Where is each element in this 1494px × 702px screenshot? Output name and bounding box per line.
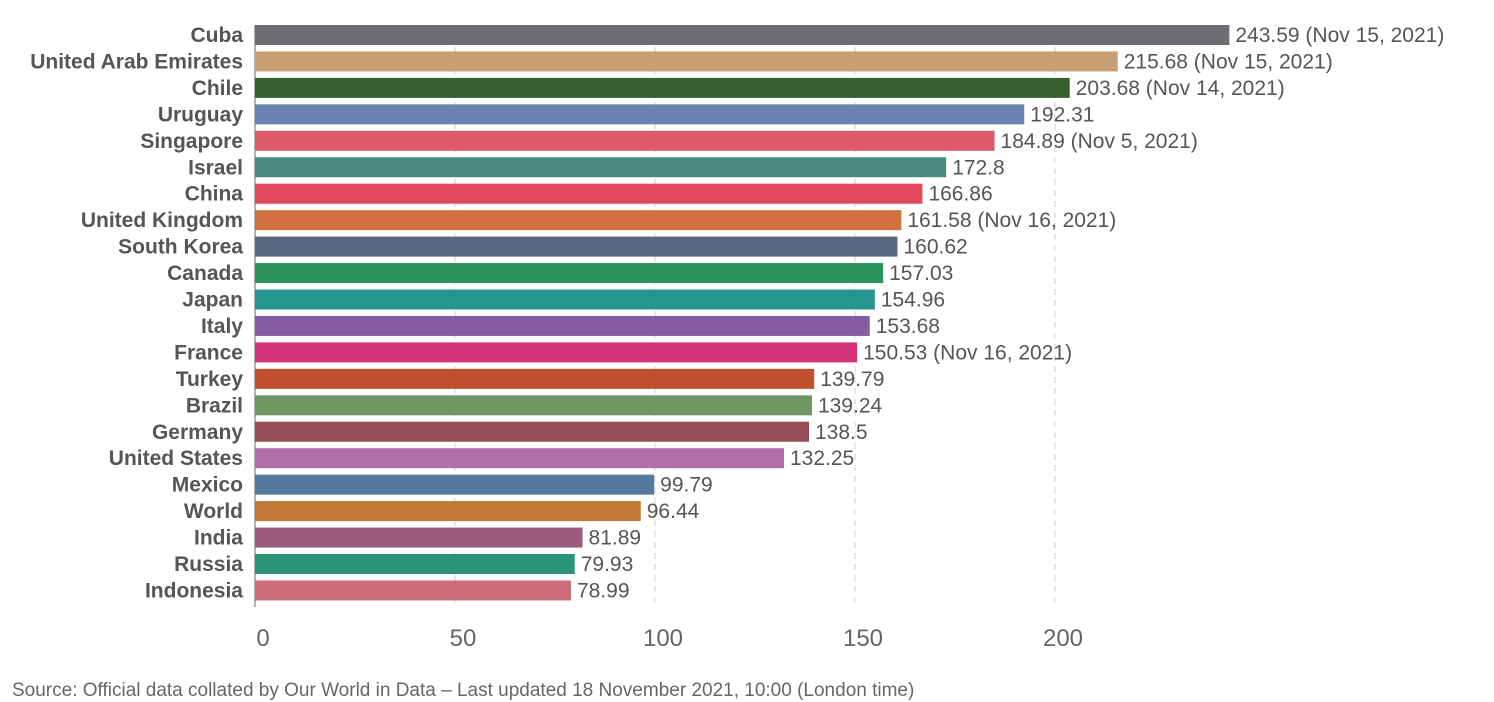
value-label: 79.93 bbox=[581, 553, 634, 576]
bars bbox=[255, 25, 1230, 601]
value-label: 96.44 bbox=[647, 500, 700, 523]
bar bbox=[255, 183, 923, 204]
category-label: United States bbox=[109, 447, 243, 470]
category-label: Italy bbox=[201, 315, 243, 338]
bar bbox=[255, 263, 884, 284]
bar bbox=[255, 104, 1025, 125]
category-label: Uruguay bbox=[158, 103, 244, 126]
bar bbox=[255, 527, 583, 548]
category-labels: Cuba United Arab Emirates Chile Uruguay Sing… bbox=[30, 24, 243, 602]
category-label: Mexico bbox=[172, 474, 243, 497]
category-label: Chile bbox=[192, 77, 243, 100]
value-label: 157.03 bbox=[889, 262, 953, 285]
value-label: 99.79 bbox=[660, 474, 713, 497]
value-label: 184.89 (Nov 5, 2021) bbox=[1001, 130, 1198, 153]
value-label: 192.31 bbox=[1030, 103, 1094, 126]
x-tick-label: 150 bbox=[843, 625, 883, 652]
bar bbox=[255, 395, 812, 416]
bar bbox=[255, 51, 1118, 72]
bar bbox=[255, 77, 1070, 98]
bar bbox=[255, 421, 809, 442]
bar bbox=[255, 315, 870, 336]
bar bbox=[255, 289, 875, 310]
value-label: 153.68 bbox=[876, 315, 940, 338]
category-label: United Arab Emirates bbox=[30, 50, 243, 73]
bar bbox=[255, 554, 575, 574]
category-label: Israel bbox=[188, 156, 243, 179]
value-label: 138.5 bbox=[815, 421, 868, 444]
value-label: 139.24 bbox=[818, 394, 883, 417]
source-note: Source: Official data collated by Our Wo… bbox=[12, 680, 915, 701]
value-labels: 243.59 (Nov 15, 2021) 215.68 (Nov 15, 202… bbox=[577, 24, 1444, 602]
value-label: 203.68 (Nov 14, 2021) bbox=[1076, 77, 1285, 100]
bar bbox=[255, 501, 641, 522]
value-label: 154.96 bbox=[881, 289, 945, 312]
category-label: Russia bbox=[174, 553, 243, 576]
value-label: 78.99 bbox=[577, 579, 630, 602]
category-label: United Kingdom bbox=[81, 209, 243, 232]
value-label: 215.68 (Nov 15, 2021) bbox=[1124, 50, 1333, 73]
category-label: India bbox=[194, 527, 243, 550]
category-label: Singapore bbox=[140, 130, 243, 153]
bar bbox=[255, 25, 1230, 45]
category-label: Germany bbox=[152, 421, 243, 444]
bar bbox=[255, 342, 858, 363]
category-label: China bbox=[185, 183, 244, 206]
category-label: World bbox=[184, 500, 243, 523]
category-label: Brazil bbox=[186, 394, 243, 417]
category-label: Indonesia bbox=[145, 579, 243, 602]
category-label: Turkey bbox=[176, 368, 244, 391]
x-axis-ticks: 0 50 100 150 200 bbox=[256, 625, 1083, 652]
bar bbox=[255, 474, 655, 495]
category-label: Cuba bbox=[191, 24, 244, 47]
x-tick-label: 0 bbox=[256, 625, 269, 652]
bar bbox=[255, 130, 995, 151]
x-tick-label: 50 bbox=[450, 625, 477, 652]
bar bbox=[255, 157, 947, 178]
bar bbox=[255, 210, 902, 231]
value-label: 243.59 (Nov 15, 2021) bbox=[1235, 24, 1444, 47]
category-label: South Korea bbox=[118, 236, 243, 259]
bar bbox=[255, 580, 571, 601]
value-label: 150.53 (Nov 16, 2021) bbox=[863, 341, 1072, 364]
value-label: 160.62 bbox=[903, 236, 967, 259]
category-label: France bbox=[174, 341, 243, 364]
x-tick-label: 200 bbox=[1043, 625, 1083, 652]
bar bbox=[255, 448, 784, 469]
value-label: 161.58 (Nov 16, 2021) bbox=[907, 209, 1116, 232]
value-label: 172.8 bbox=[952, 156, 1005, 179]
value-label: 139.79 bbox=[820, 368, 884, 391]
value-label: 166.86 bbox=[928, 183, 992, 206]
bar bbox=[255, 368, 815, 389]
category-label: Japan bbox=[182, 289, 243, 312]
x-tick-label: 100 bbox=[643, 625, 683, 652]
value-label: 132.25 bbox=[790, 447, 854, 470]
value-label: 81.89 bbox=[589, 527, 642, 550]
category-label: Canada bbox=[167, 262, 243, 285]
bar bbox=[255, 236, 898, 257]
